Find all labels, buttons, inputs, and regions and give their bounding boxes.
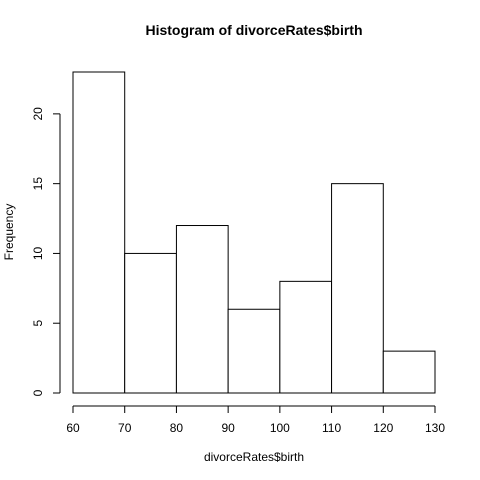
x-tick-label-5: 110 — [322, 421, 341, 435]
histogram-bar-0 — [72, 71, 126, 394]
y-tick-label-4: 20 — [31, 107, 45, 121]
histogram-bar-2 — [175, 225, 229, 394]
x-tick-label-4: 100 — [270, 421, 290, 435]
y-tick-label-3: 15 — [31, 177, 45, 191]
y-tick-label-1: 5 — [31, 320, 45, 327]
x-tick-label-6: 120 — [373, 421, 393, 435]
x-tick-label-0: 60 — [66, 421, 80, 435]
x-axis-label: divorceRates$birth — [204, 450, 304, 464]
histogram-bar-1 — [124, 252, 177, 394]
x-axis: 60 70 80 90 100 110 120 130 — [66, 405, 445, 435]
y-axis-label: Frequency — [2, 204, 16, 261]
bars-group — [72, 71, 436, 394]
y-tick-label-2: 10 — [31, 246, 45, 260]
histogram-bar-3 — [227, 308, 281, 394]
histogram-bar-5 — [331, 183, 384, 394]
chart-title: Histogram of divorceRates$birth — [145, 22, 362, 38]
x-tick-label-3: 90 — [221, 421, 235, 435]
histogram-bar-6 — [382, 350, 436, 394]
x-tick-label-2: 80 — [170, 421, 184, 435]
y-axis: 0 5 10 15 20 — [31, 107, 61, 396]
x-tick-label-1: 70 — [118, 421, 132, 435]
x-tick-label-7: 130 — [425, 421, 445, 435]
y-tick-label-0: 0 — [31, 389, 45, 396]
histogram-bar-4 — [279, 280, 333, 394]
